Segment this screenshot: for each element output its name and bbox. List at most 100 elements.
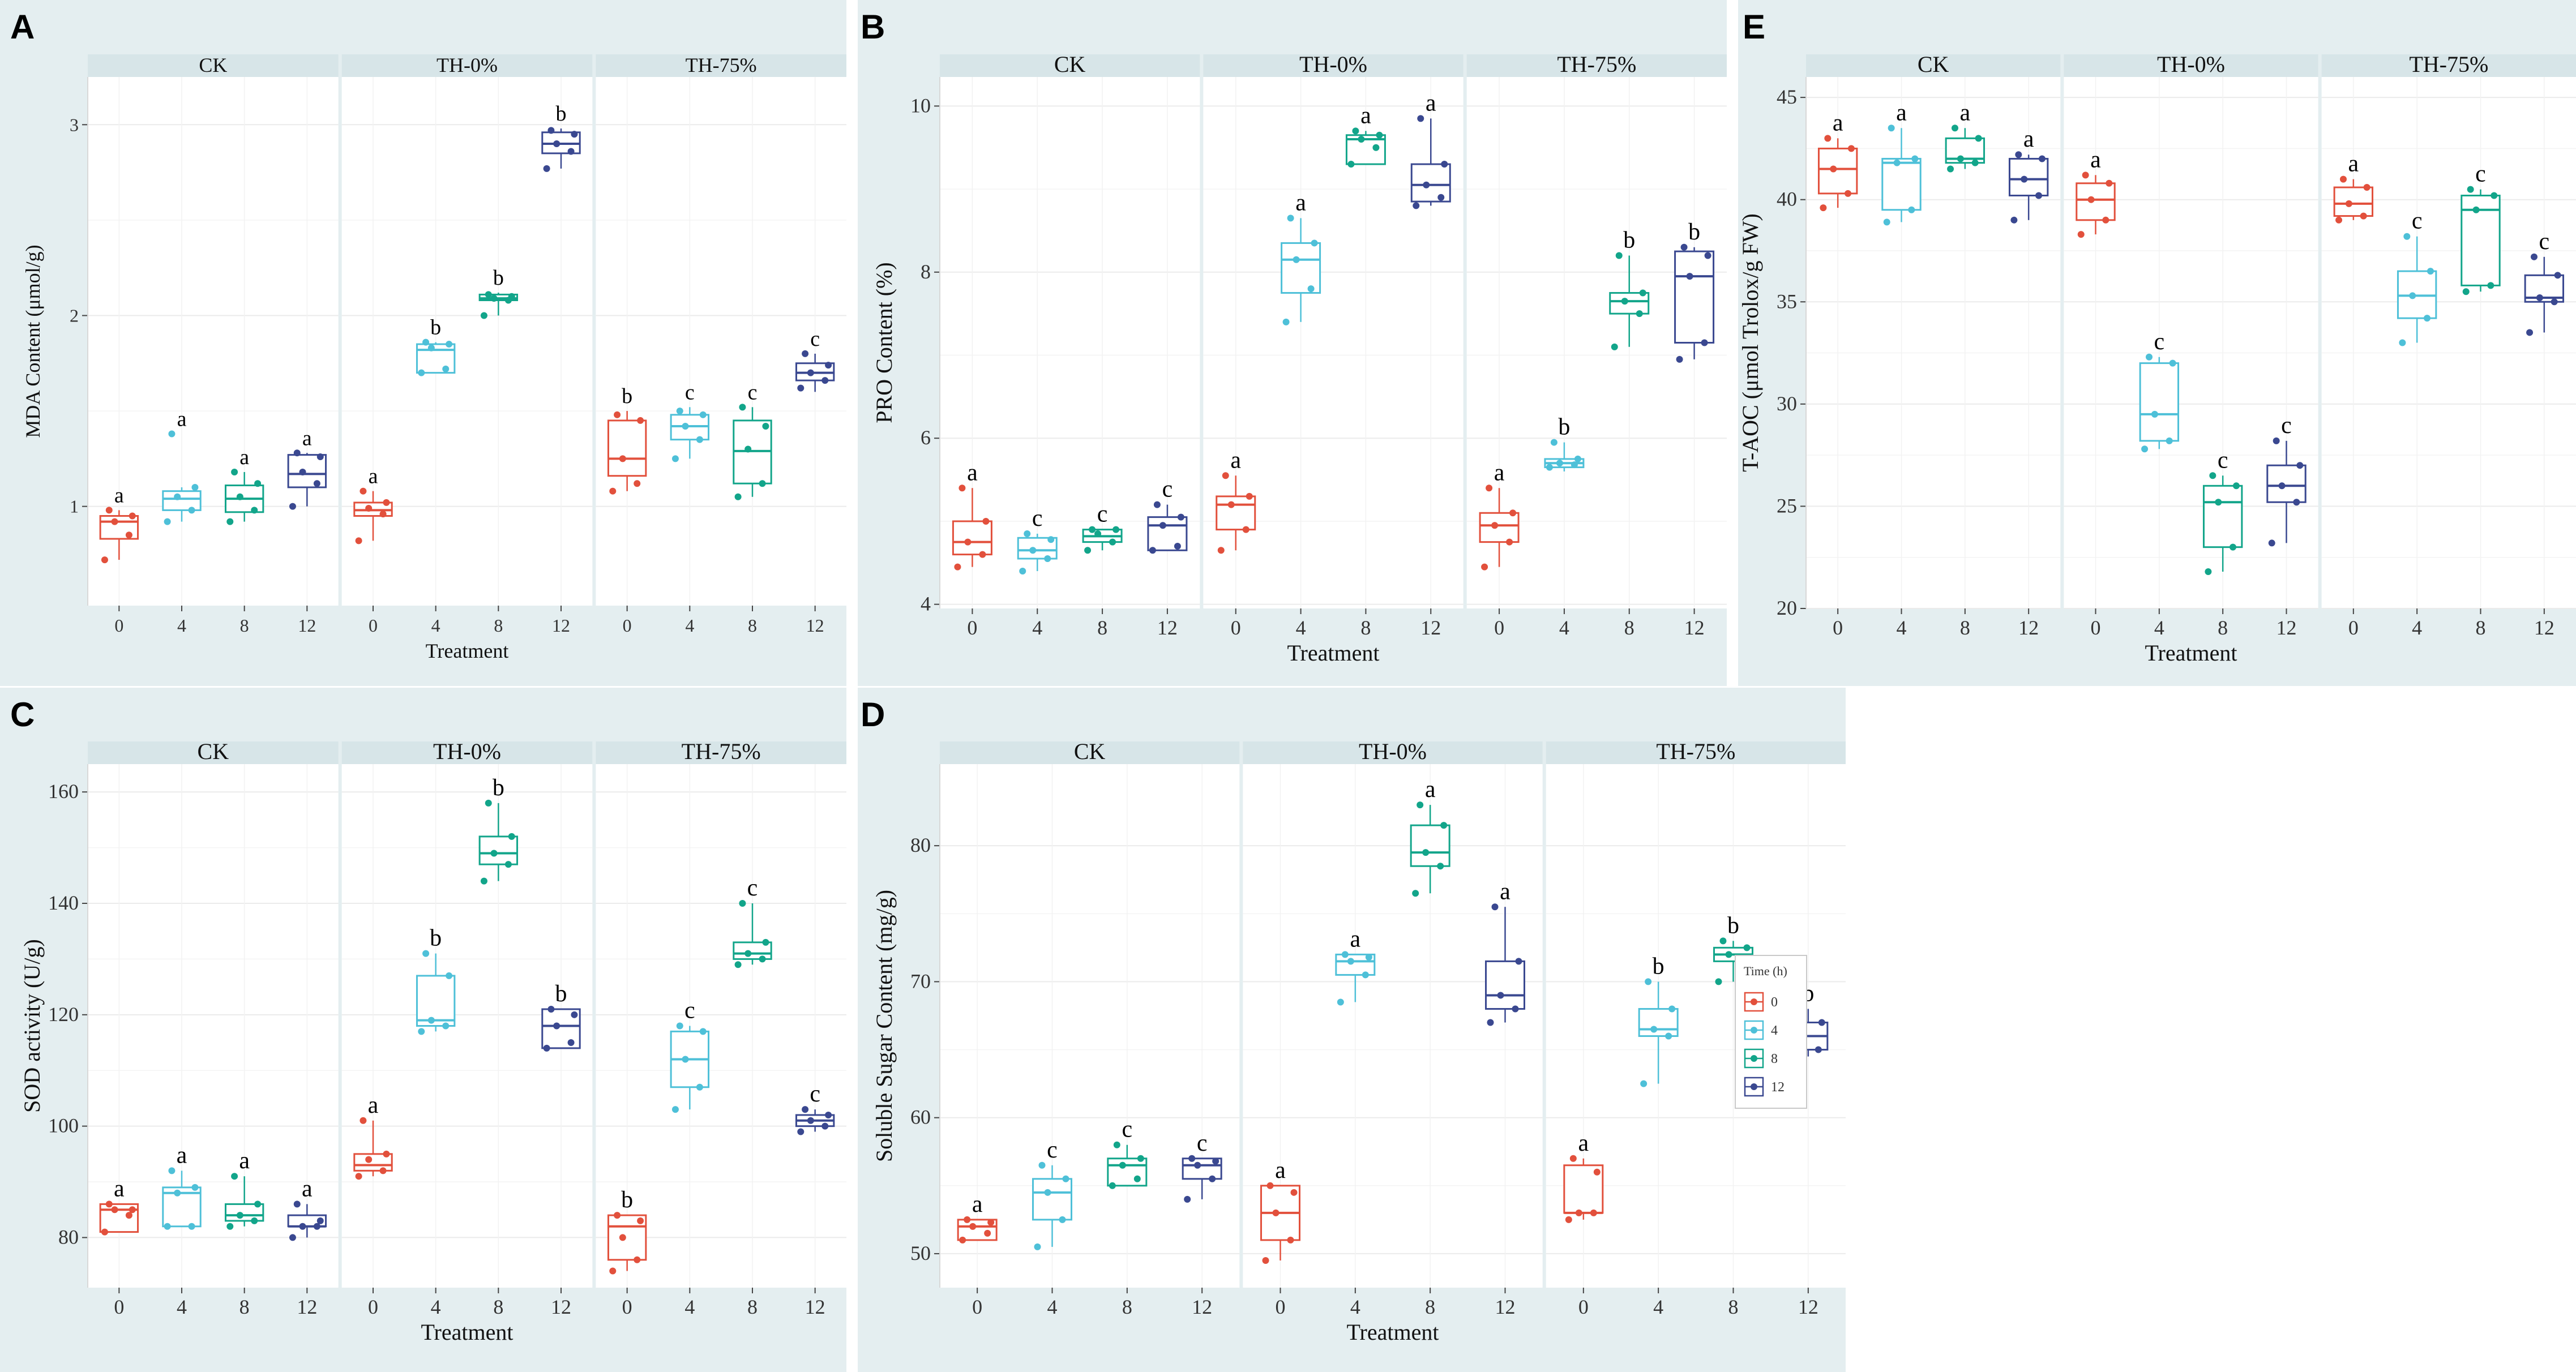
- data-point: [734, 961, 742, 968]
- data-point: [111, 518, 118, 525]
- y-axis-title: Soluble Sugar Content (mg/g): [871, 890, 897, 1162]
- facet-label: TH-75%: [2409, 52, 2488, 77]
- data-point: [1824, 135, 1832, 142]
- data-point: [1556, 460, 1563, 467]
- data-point: [231, 1173, 238, 1180]
- box-TH-0%-8: a: [1345, 102, 1386, 168]
- data-point: [442, 1022, 450, 1030]
- data-point: [1044, 555, 1051, 562]
- data-point: [825, 1111, 832, 1118]
- x-tick-label: 4: [684, 1296, 695, 1318]
- x-tick-label: 0: [368, 1296, 378, 1318]
- data-point: [427, 1017, 435, 1024]
- y-tick-label: 60: [910, 1106, 931, 1129]
- data-point: [313, 1223, 320, 1230]
- x-tick-label: 12: [2018, 616, 2039, 639]
- data-point: [734, 493, 742, 500]
- x-tick-label: 8: [748, 615, 757, 636]
- facet-CK: CK 0 a 4 a 8 a 12 a: [1806, 52, 2061, 639]
- x-tick-label: 12: [806, 615, 824, 636]
- box-iqr: [1479, 512, 1520, 543]
- data-point: [174, 493, 181, 500]
- significance-label: c: [1197, 1130, 1208, 1156]
- data-point: [1413, 202, 1420, 209]
- data-point: [418, 369, 425, 376]
- data-point: [1337, 998, 1344, 1006]
- box-iqr: [416, 975, 456, 1027]
- box-iqr: [2202, 485, 2243, 548]
- data-point: [168, 430, 176, 438]
- data-point: [2077, 231, 2085, 238]
- data-point: [1034, 1243, 1041, 1250]
- significance-label: a: [369, 465, 378, 488]
- data-point: [762, 423, 769, 430]
- box-TH-0%-12: b: [541, 102, 581, 172]
- x-tick-label: 0: [1578, 1296, 1589, 1318]
- x-tick-label: 4: [1653, 1296, 1663, 1318]
- data-point: [289, 503, 296, 510]
- box-iqr: [478, 835, 519, 865]
- data-point: [1184, 1195, 1191, 1203]
- facet-strip: [940, 741, 1240, 764]
- y-tick-label: 140: [48, 891, 79, 914]
- box-CK-12: a: [2008, 126, 2049, 224]
- box-CK-4: a: [162, 1142, 202, 1230]
- x-tick-label: 12: [1192, 1296, 1212, 1318]
- significance-label: c: [1047, 1137, 1058, 1163]
- significance-label: c: [747, 875, 758, 901]
- box-CK-0: a: [1817, 110, 1858, 212]
- box-TH-0%-12: c: [2266, 413, 2307, 547]
- data-point: [168, 1167, 176, 1174]
- data-point: [226, 1223, 234, 1230]
- data-point: [1159, 522, 1166, 529]
- x-tick-label: 4: [431, 615, 440, 636]
- data-point: [1019, 567, 1026, 574]
- data-point: [2106, 179, 2113, 187]
- data-point: [1227, 501, 1235, 508]
- legend-key-point: [1751, 1083, 1757, 1090]
- y-tick-label: 80: [58, 1225, 79, 1248]
- facet-label: TH-75%: [682, 739, 761, 764]
- significance-label: a: [2090, 147, 2101, 173]
- data-point: [1038, 1161, 1046, 1169]
- significance-label: c: [2281, 413, 2292, 439]
- data-point: [418, 1028, 425, 1035]
- data-point: [355, 537, 362, 544]
- facet-label: CK: [1074, 739, 1106, 764]
- x-tick-label: 4: [1296, 616, 1306, 639]
- significance-label: a: [1578, 1130, 1589, 1156]
- data-point: [2015, 151, 2022, 158]
- data-point: [2205, 568, 2212, 575]
- data-point: [825, 362, 832, 369]
- data-point: [1481, 563, 1488, 571]
- data-point: [676, 1022, 683, 1030]
- x-tick-label: 0: [2091, 616, 2101, 639]
- data-point: [2409, 292, 2416, 299]
- data-point: [676, 408, 683, 415]
- data-point: [1650, 1026, 1658, 1033]
- data-point: [797, 1128, 805, 1135]
- data-point: [1311, 239, 1318, 247]
- x-tick-label: 12: [1684, 616, 1705, 639]
- data-point: [1676, 355, 1683, 363]
- data-point: [739, 900, 746, 907]
- significance-label: c: [2154, 329, 2165, 355]
- data-point: [1084, 547, 1092, 554]
- x-tick-label: 8: [2476, 616, 2486, 639]
- x-axis-title: Treatment: [2145, 640, 2237, 666]
- significance-label: c: [810, 327, 820, 351]
- data-point: [2209, 472, 2216, 479]
- x-tick-label: 12: [1798, 1296, 1818, 1318]
- data-point: [2038, 155, 2046, 162]
- box-CK-12: c: [1147, 477, 1188, 554]
- box-iqr: [1410, 163, 1451, 203]
- data-point: [1845, 190, 1852, 197]
- box-iqr: [1609, 291, 1650, 315]
- data-point: [1137, 1155, 1144, 1162]
- data-point: [188, 507, 195, 514]
- data-point: [1352, 127, 1359, 135]
- facet-label: TH-0%: [1299, 52, 1367, 77]
- data-point: [129, 1206, 136, 1214]
- box-TH-75%-8: b: [1609, 227, 1650, 350]
